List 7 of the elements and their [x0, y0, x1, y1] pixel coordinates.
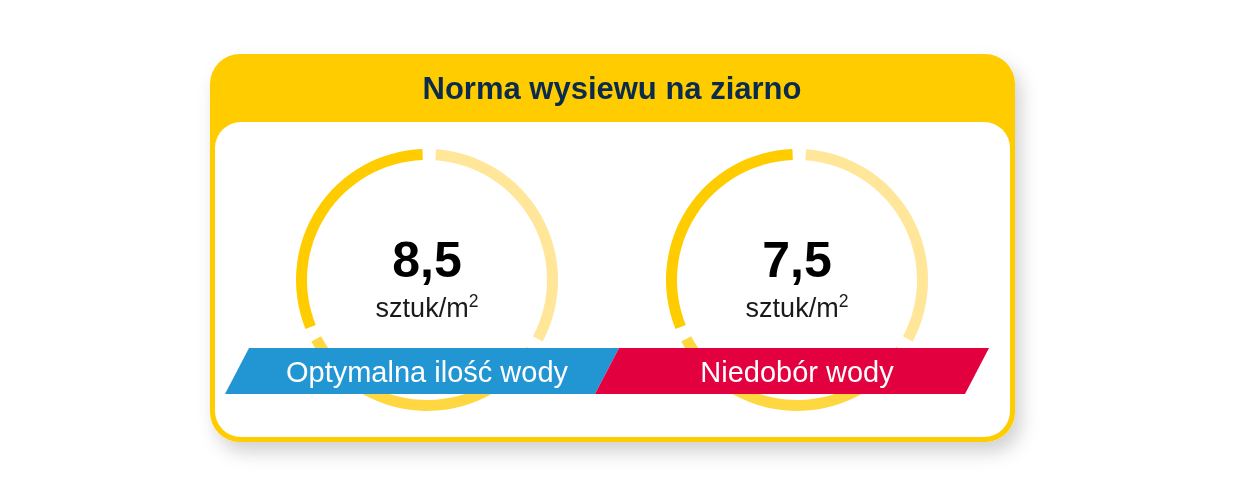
text: sztuk/m$^{2}$ — [375, 291, 479, 323]
category-label: Niedobór wody — [700, 356, 895, 388]
category-label: Optymalna ilość wody — [285, 356, 569, 388]
text: Norma wysiewu na ziarno — [422, 71, 802, 106]
text: sztuk/m$^{2}$ — [745, 291, 849, 323]
data-label: 7,5 — [762, 232, 832, 288]
data-label: 8,5 — [392, 232, 462, 288]
